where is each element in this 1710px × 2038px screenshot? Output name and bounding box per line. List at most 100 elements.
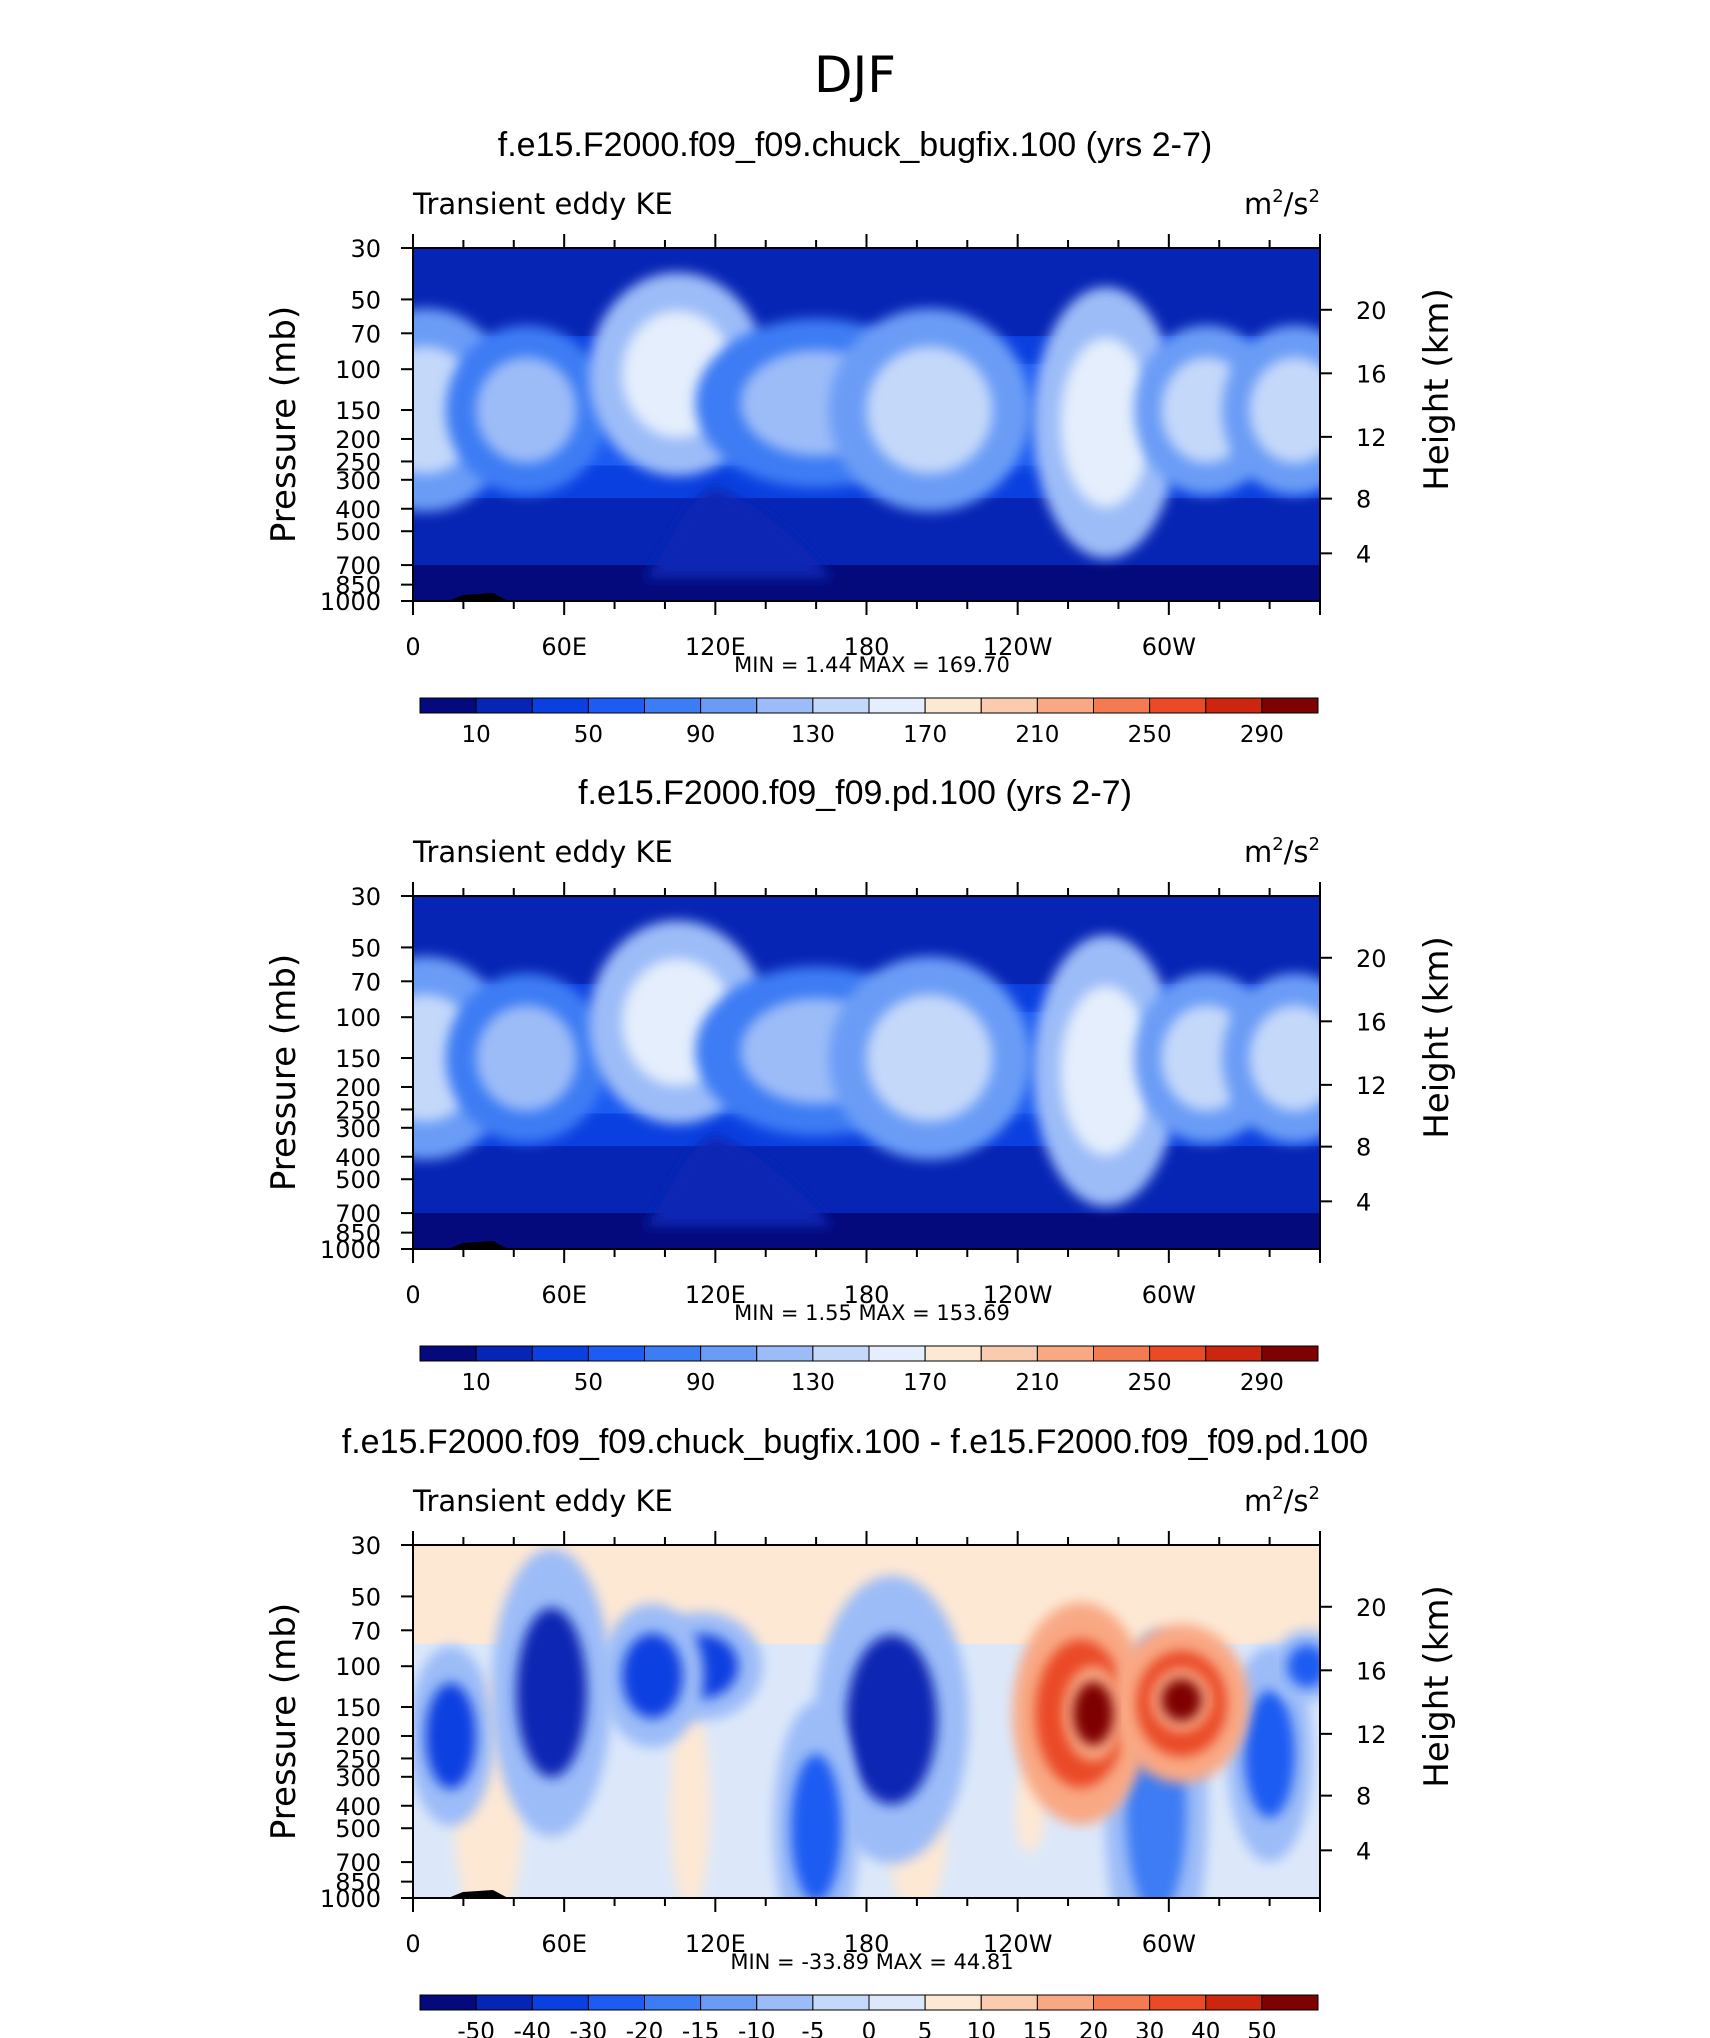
colorbar-box <box>644 1994 702 2011</box>
colorbar-box <box>812 1994 870 2011</box>
y2-tick-label: 8 <box>1356 486 1371 514</box>
colorbar-label: -15 <box>682 2019 720 2038</box>
colorbar-box <box>1149 1994 1207 2011</box>
colorbar-box <box>475 1345 533 1362</box>
colorbar-label: 20 <box>1079 2019 1108 2038</box>
positive-anomaly <box>1073 1681 1114 1746</box>
colorbar-label: 290 <box>1240 722 1284 748</box>
units-mid: /s <box>1284 835 1309 869</box>
contour-band <box>413 248 1320 338</box>
units-exp1: 2 <box>1272 1483 1283 1504</box>
negative-anomaly <box>622 1633 683 1719</box>
colorbar-box <box>924 697 982 714</box>
min-max-stats: MIN = -33.89 MAX = 44.81 <box>730 1950 1013 1974</box>
negative-anomaly <box>1244 1690 1295 1818</box>
y-tick-label: 200 <box>335 1074 381 1102</box>
y-tick-label: 500 <box>335 518 381 546</box>
colorbar-box <box>700 697 758 714</box>
min-max-stats: MIN = 1.55 MAX = 153.69 <box>734 1301 1010 1325</box>
negative-anomaly <box>790 1754 842 1898</box>
field <box>413 1545 1320 1898</box>
colorbar-box <box>531 1345 589 1362</box>
colorbar-box <box>1093 1994 1151 2011</box>
units-exp1: 2 <box>1272 186 1283 207</box>
units-exp2: 2 <box>1309 186 1320 207</box>
colorbar-box <box>868 1994 926 2011</box>
colorbar-box <box>1149 697 1207 714</box>
units-mid: /s <box>1284 187 1309 221</box>
y2-tick-label: 16 <box>1356 360 1387 388</box>
units-base: m <box>1244 835 1272 869</box>
colorbar-label: 50 <box>574 722 603 748</box>
colorbar-label: -30 <box>570 2019 608 2038</box>
colorbar-box <box>1036 1345 1094 1362</box>
y-tick-label: 30 <box>350 1532 381 1560</box>
colorbar-box <box>419 697 477 714</box>
y2-tick-label: 4 <box>1356 540 1371 568</box>
y-tick-label: 300 <box>335 1115 381 1143</box>
y-tick-label: 400 <box>335 1793 381 1821</box>
y-tick-label: 250 <box>335 448 381 476</box>
x-tick-label: 120E <box>685 1281 746 1309</box>
colorbar-box <box>924 1345 982 1362</box>
y-tick-label: 400 <box>335 496 381 524</box>
x-tick-label: 180 <box>844 1281 890 1309</box>
left-string: Transient eddy KE <box>412 835 673 869</box>
right-string-units: m2/s2 <box>1244 1483 1320 1518</box>
x-tick-label: 60W <box>1142 1281 1196 1309</box>
y-axis-label: Pressure (mb) <box>264 1603 304 1840</box>
colorbar-box <box>1261 1345 1319 1362</box>
x-tick-label: 60W <box>1142 633 1196 661</box>
colorbar-box <box>980 697 1038 714</box>
trough-region <box>643 1134 833 1227</box>
y-tick-label: 850 <box>335 1220 381 1248</box>
y-tick-label: 100 <box>335 1004 381 1032</box>
y-tick-label: 30 <box>350 235 381 263</box>
trough-region <box>643 486 833 579</box>
colorbar-label: 290 <box>1240 1370 1284 1396</box>
y2-axis-label: Height (km) <box>1417 1585 1457 1788</box>
panel-3: f.e15.F2000.f09_f09.chuck_bugfix.100 - f… <box>264 1423 1457 2038</box>
colorbar-box <box>419 1994 477 2011</box>
colorbar-label: -50 <box>457 2019 495 2038</box>
colorbar-box <box>1036 697 1094 714</box>
units-base: m <box>1244 187 1272 221</box>
colorbar-label: 50 <box>574 1370 603 1396</box>
terrain <box>448 1890 508 1898</box>
y-tick-label: 200 <box>335 426 381 454</box>
panel-2: f.e15.F2000.f09_f09.pd.100 (yrs 2-7) Tran… <box>264 774 1457 1396</box>
x-tick-label: 0 <box>405 1930 420 1958</box>
y-tick-label: 70 <box>350 320 381 348</box>
colorbar-label: 15 <box>1023 2019 1052 2038</box>
colorbar-box <box>700 1345 758 1362</box>
colorbar-box <box>812 1345 870 1362</box>
y-tick-label: 1000 <box>320 1236 381 1264</box>
x-tick-label: 0 <box>405 1281 420 1309</box>
y2-axis-label: Height (km) <box>1417 288 1457 491</box>
min-max-stats: MIN = 1.44 MAX = 169.70 <box>734 653 1010 677</box>
colorbar-box <box>587 1345 645 1362</box>
colorbar-box <box>1205 1345 1263 1362</box>
colorbar-box <box>644 1345 702 1362</box>
colorbar-box <box>756 697 814 714</box>
y-tick-label: 70 <box>350 968 381 996</box>
x-tick-label: 0 <box>405 633 420 661</box>
colorbar-box <box>475 697 533 714</box>
colorbar-box <box>1205 697 1263 714</box>
units-exp2: 2 <box>1309 1483 1320 1504</box>
y-tick-label: 500 <box>335 1815 381 1843</box>
y2-tick-label: 12 <box>1356 1072 1387 1100</box>
jet-core <box>475 1005 577 1111</box>
colorbar-label: -5 <box>801 2019 824 2038</box>
y-tick-label: 150 <box>335 1045 381 1073</box>
colorbar-label: 130 <box>791 722 835 748</box>
contour-band <box>413 498 1320 567</box>
y-tick-label: 50 <box>350 934 381 962</box>
y-tick-label: 200 <box>335 1723 381 1751</box>
colorbar-label: 5 <box>918 2019 933 2038</box>
y2-tick-label: 4 <box>1356 1837 1371 1865</box>
y-tick-label: 500 <box>335 1166 381 1194</box>
units-base: m <box>1244 1484 1272 1518</box>
colorbar-label: 250 <box>1128 1370 1172 1396</box>
